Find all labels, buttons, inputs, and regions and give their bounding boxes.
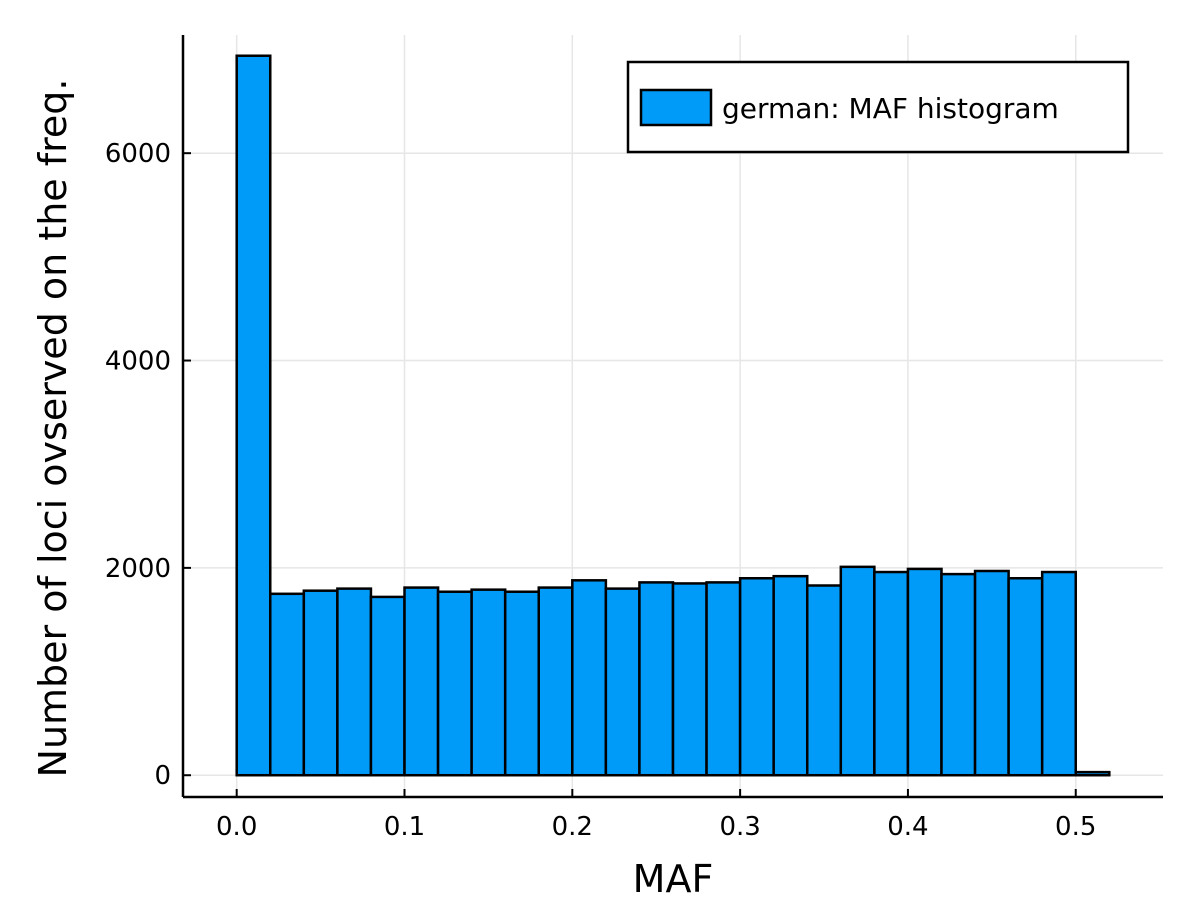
x-tick-label: 0.5 [1055, 812, 1096, 842]
y-axis-ticks: 0 2000 4000 6000 [105, 139, 191, 791]
histogram-bar [503, 590, 541, 777]
axes [181, 35, 1163, 799]
legend-label: german: MAF histogram [722, 92, 1059, 125]
histogram-bar [604, 587, 641, 777]
histogram-bar [571, 579, 608, 777]
histogram-bar [705, 581, 742, 777]
histogram-bar [403, 586, 440, 777]
x-tick-label: 0.1 [384, 812, 425, 842]
histogram-bar [436, 590, 473, 777]
histogram-bar [805, 584, 843, 777]
legend: german: MAF histogram [626, 60, 1130, 154]
histogram-bar [1007, 576, 1044, 777]
histogram-bar [336, 587, 373, 777]
histogram-bar [638, 581, 675, 777]
histogram-bar [671, 582, 708, 777]
y-tick-label: 4000 [105, 347, 171, 377]
histogram-bar [873, 570, 910, 777]
histogram-bar [839, 565, 876, 777]
y-tick-label: 2000 [105, 554, 171, 584]
x-tick-label: 0.3 [719, 812, 760, 842]
histogram-bar [470, 588, 507, 777]
x-tick-label: 0.0 [216, 812, 257, 842]
y-tick-label: 0 [154, 761, 171, 791]
histogram-bar [906, 567, 943, 777]
histogram-bar [369, 595, 406, 777]
x-axis-ticks: 0.0 0.1 0.2 0.3 0.4 0.5 [216, 789, 1096, 842]
y-tick-label: 6000 [105, 139, 171, 169]
legend-swatch [639, 88, 713, 127]
histogram-bar [1074, 770, 1111, 777]
x-axis-title: MAF [633, 857, 714, 900]
histogram-bar [772, 574, 809, 777]
histogram-bar [738, 576, 775, 777]
y-axis-title: Number of loci ovserved on the freq. [31, 79, 75, 778]
histogram-bar [1040, 570, 1077, 777]
histogram-bar [302, 589, 339, 777]
histogram-bar [940, 572, 977, 777]
histogram-bar [235, 54, 272, 777]
histogram-bar [973, 569, 1010, 777]
histogram-bars [235, 54, 1111, 777]
x-tick-label: 0.4 [887, 812, 928, 842]
x-tick-label: 0.2 [552, 812, 593, 842]
histogram-bar [269, 592, 306, 777]
histogram-bar [537, 586, 574, 777]
